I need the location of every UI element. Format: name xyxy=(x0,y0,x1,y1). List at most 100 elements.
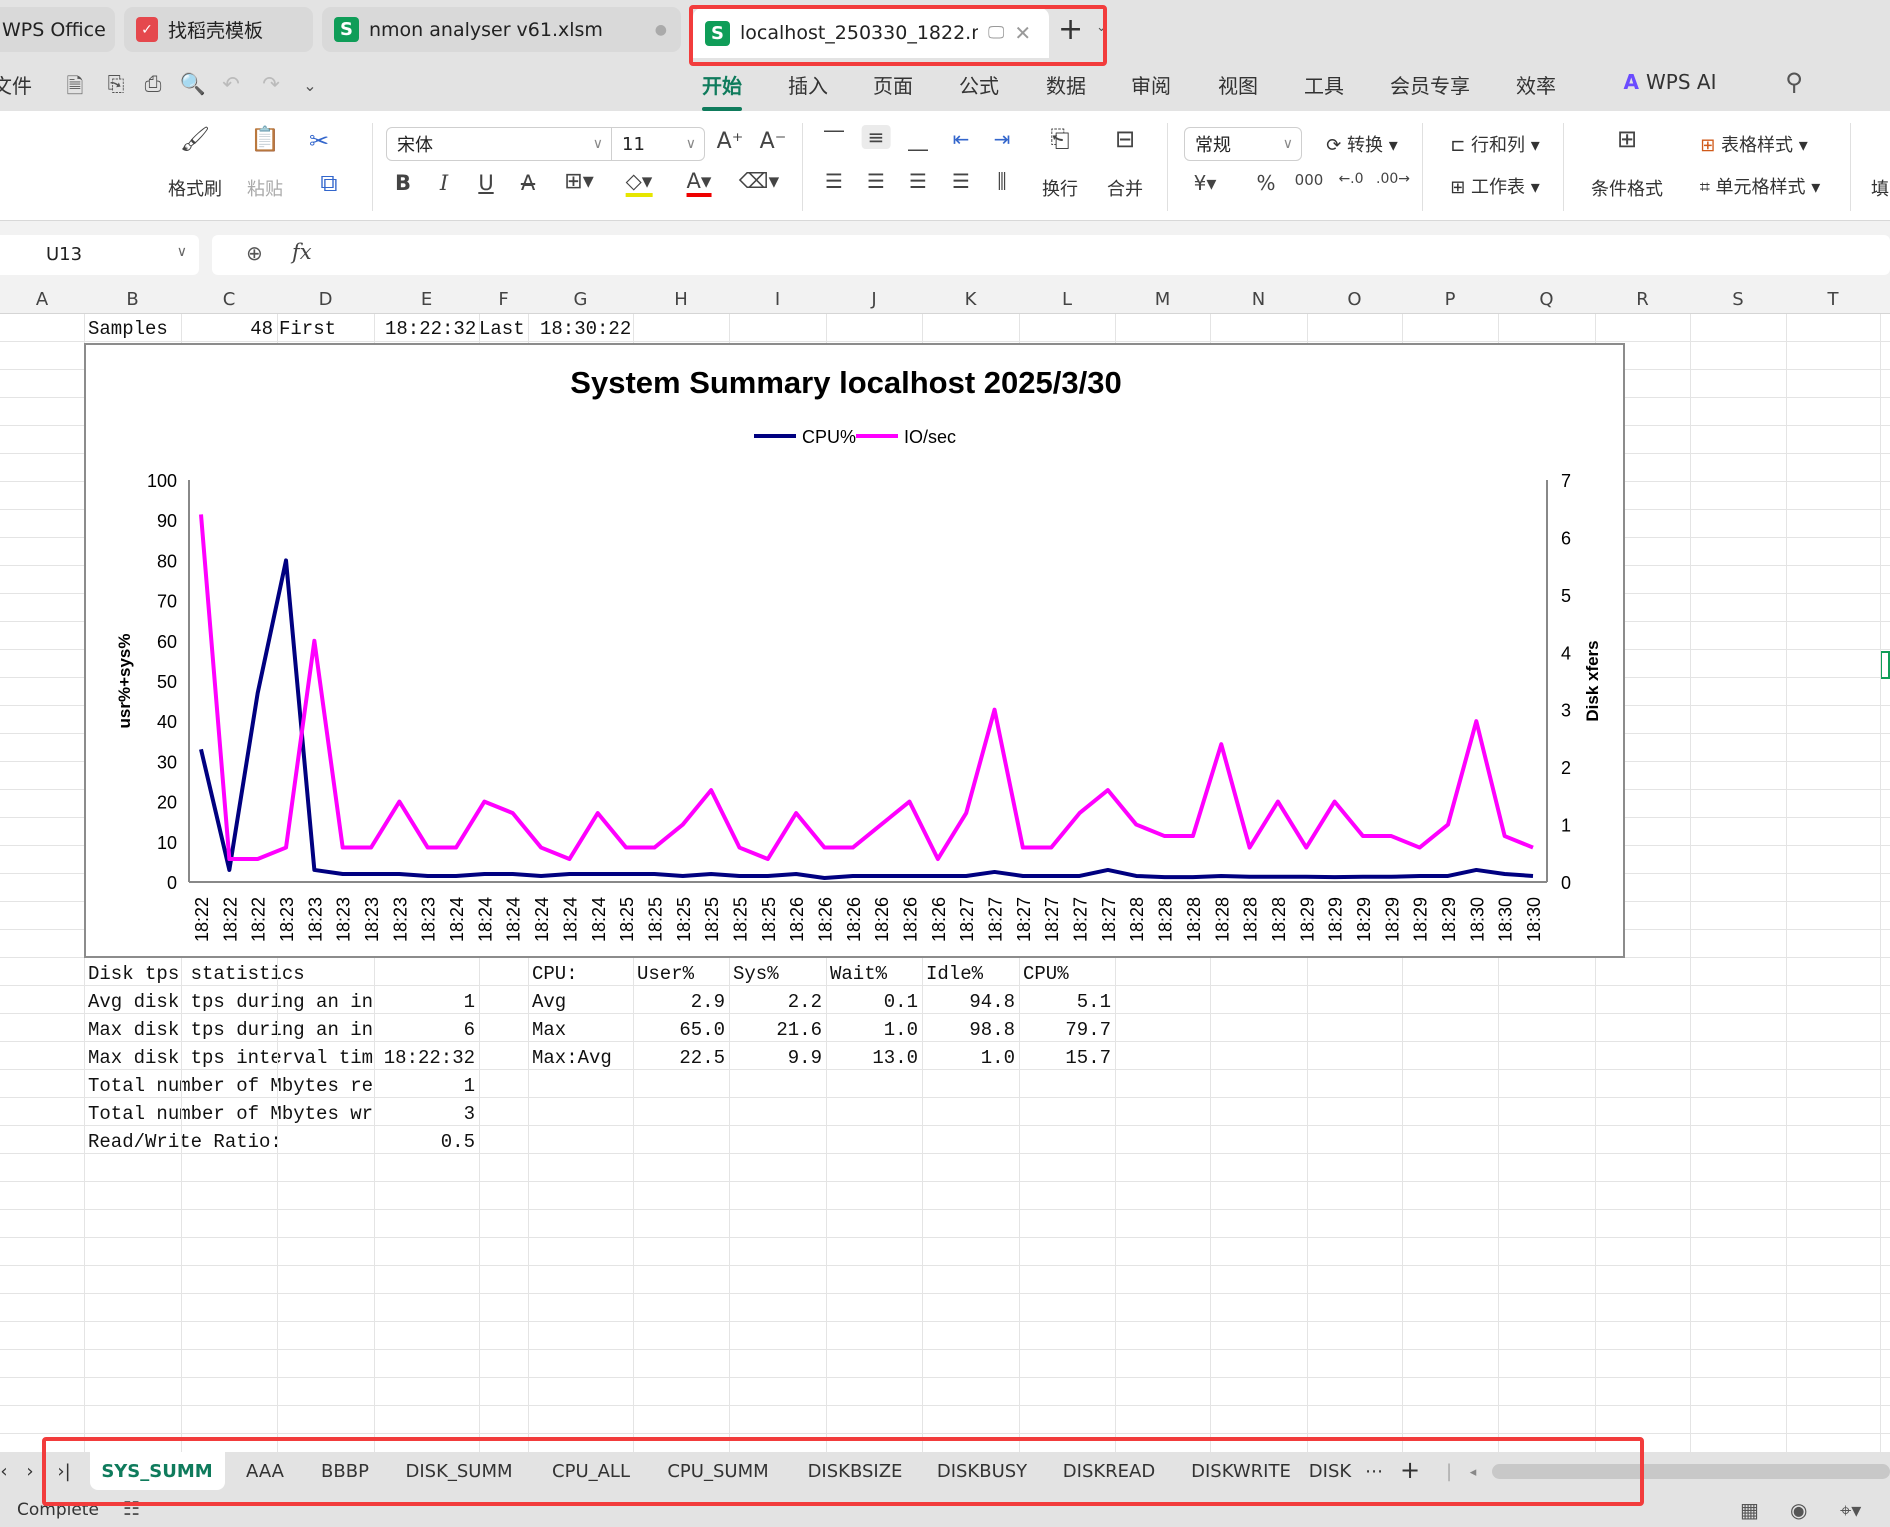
name-box[interactable]: U13 ∨ xyxy=(0,235,199,275)
align-top-icon[interactable]: ⎺ xyxy=(824,127,844,151)
search-icon[interactable]: ⚲ xyxy=(1785,68,1803,96)
paste-icon[interactable]: 📋 xyxy=(250,125,280,153)
prev-sheet-icon[interactable]: ‹ xyxy=(0,1461,8,1482)
sheet-tab-cpu_summ[interactable]: CPU_SUMM xyxy=(667,1461,769,1482)
wps-ai-button[interactable]: A WPS AI xyxy=(1624,70,1717,94)
tab-home[interactable]: 开始 xyxy=(702,70,742,111)
column-header-T[interactable]: T xyxy=(1827,289,1839,310)
chevron-down-icon[interactable]: ⌄ xyxy=(303,76,317,95)
merge-icon[interactable]: ⊟ xyxy=(1114,125,1136,153)
column-header-O[interactable]: O xyxy=(1347,289,1362,310)
monitor-icon[interactable]: 🖵 xyxy=(988,23,1005,43)
cell-style-button[interactable]: ⌗ 单元格样式 ▾ xyxy=(1699,177,1821,198)
column-header-G[interactable]: G xyxy=(573,289,588,310)
align-left-icon[interactable]: ☰ xyxy=(825,169,843,193)
undo-icon[interactable]: ↶ xyxy=(222,72,240,96)
column-header-A[interactable]: A xyxy=(35,289,49,310)
window-tab-wps-office[interactable]: WPS Office xyxy=(0,7,115,52)
tab-formula[interactable]: 公式 xyxy=(959,74,999,98)
tab-member[interactable]: 会员专享 xyxy=(1390,74,1470,98)
increase-font-icon[interactable]: A⁺ xyxy=(716,129,744,154)
tab-efficiency[interactable]: 效率 xyxy=(1516,74,1556,98)
fill-button[interactable]: 填 xyxy=(1871,179,1889,200)
tab-tools[interactable]: 工具 xyxy=(1304,74,1344,98)
strikethrough-icon[interactable]: A xyxy=(520,171,536,195)
decrease-indent-icon[interactable]: ⇤ xyxy=(952,127,970,151)
sheet-tab-disk[interactable]: DISK xyxy=(1308,1461,1352,1482)
tab-view[interactable]: 视图 xyxy=(1218,74,1258,98)
convert-button[interactable]: ⟳ 转换 ▾ xyxy=(1326,135,1398,156)
cut-icon[interactable]: ✂ xyxy=(308,127,330,155)
tab-review[interactable]: 审阅 xyxy=(1131,74,1171,98)
column-header-N[interactable]: N xyxy=(1251,289,1266,310)
tab-page[interactable]: 页面 xyxy=(873,74,913,98)
formula-input[interactable]: ⊕ fx xyxy=(212,235,1890,275)
print-preview-icon[interactable]: 🔍 xyxy=(179,72,207,96)
new-tab-plus-icon[interactable]: + xyxy=(1058,12,1084,47)
more-sheets-icon[interactable]: ⋯ xyxy=(1365,1461,1383,1482)
worksheet-button[interactable]: ⊞ 工作表 ▾ xyxy=(1450,177,1540,198)
borders-icon[interactable]: ⊞▾ xyxy=(564,169,594,194)
redo-icon[interactable]: ↷ xyxy=(262,72,280,96)
export-icon[interactable]: ⎘ xyxy=(107,72,125,96)
window-tab-docer[interactable]: ✓ 找稻壳模板 xyxy=(124,7,313,52)
currency-icon[interactable]: ¥▾ xyxy=(1193,171,1217,195)
format-painter-button[interactable]: 格式刷 xyxy=(168,179,222,200)
sheet-tab-disk_summ[interactable]: DISK_SUMM xyxy=(405,1461,513,1482)
number-format-select[interactable]: 常规 ∨ xyxy=(1184,127,1302,161)
fx-icon[interactable]: fx xyxy=(292,240,312,264)
column-header-E[interactable]: E xyxy=(420,289,433,310)
column-header-M[interactable]: M xyxy=(1154,289,1171,310)
column-header-S[interactable]: S xyxy=(1732,289,1744,310)
paste-button[interactable]: 粘贴 xyxy=(247,179,283,200)
table-style-button[interactable]: ⊞ 表格样式 ▾ xyxy=(1700,135,1808,156)
chevron-down-icon[interactable]: ∨ xyxy=(176,244,187,260)
increase-indent-icon[interactable]: ⇥ xyxy=(993,127,1011,151)
sheet-tab-sys_summ[interactable]: SYS_SUMM xyxy=(101,1461,213,1482)
column-header-J[interactable]: J xyxy=(871,289,877,310)
last-sheet-icon[interactable]: ›| xyxy=(57,1461,71,1482)
sheet-tab-cpu_all[interactable]: CPU_ALL xyxy=(552,1461,630,1482)
wrap-text-icon[interactable]: ⎗ xyxy=(1050,125,1070,153)
system-summary-chart[interactable]: System Summary localhost 2025/3/30 CPU% … xyxy=(84,343,1625,958)
increase-decimal-icon[interactable]: ←.0 xyxy=(1338,171,1364,187)
align-center-icon[interactable]: ☰ xyxy=(867,169,885,193)
percent-icon[interactable]: % xyxy=(1256,171,1276,195)
column-header-K[interactable]: K xyxy=(964,289,977,310)
sheet-tab-diskbusy[interactable]: DISKBUSY xyxy=(936,1461,1028,1482)
macro-record-icon[interactable]: ☷ xyxy=(123,1498,141,1520)
font-color-icon[interactable]: A▾ xyxy=(686,169,712,197)
rows-columns-button[interactable]: ⊏ 行和列 ▾ xyxy=(1450,135,1540,156)
decrease-font-icon[interactable]: A⁻ xyxy=(759,129,787,154)
wrap-text-button[interactable]: 换行 xyxy=(1042,179,1078,200)
tab-insert[interactable]: 插入 xyxy=(788,74,828,98)
sheet-tab-diskbsize[interactable]: DISKBSIZE xyxy=(807,1461,903,1482)
sheet-tab-diskread[interactable]: DISKREAD xyxy=(1062,1461,1156,1482)
tab-data[interactable]: 数据 xyxy=(1046,74,1086,98)
normal-view-icon[interactable]: ▦ xyxy=(1740,1498,1759,1522)
save-icon[interactable]: 🗎 xyxy=(66,74,84,98)
merge-button[interactable]: 合并 xyxy=(1107,179,1143,200)
column-header-C[interactable]: C xyxy=(222,289,236,310)
column-header-B[interactable]: B xyxy=(126,289,139,310)
copy-icon[interactable]: ⧉ xyxy=(320,169,338,197)
chevron-down-icon[interactable]: ⌄ xyxy=(1096,20,1107,35)
conditional-format-button[interactable]: 条件格式 xyxy=(1591,179,1663,200)
align-middle-icon[interactable]: ≡ xyxy=(861,125,891,149)
scroll-left-icon[interactable]: ◂ xyxy=(1469,1465,1477,1480)
sheet-tab-diskwrite[interactable]: DISKWRITE xyxy=(1191,1461,1291,1482)
font-size-select[interactable]: 11 ∨ xyxy=(611,127,705,161)
column-header-P[interactable]: P xyxy=(1444,289,1456,310)
column-header-Q[interactable]: Q xyxy=(1539,289,1554,310)
column-header-L[interactable]: L xyxy=(1061,289,1073,310)
file-menu[interactable]: 文件 xyxy=(0,74,32,98)
align-right-icon[interactable]: ☰ xyxy=(909,169,927,193)
font-name-select[interactable]: 宋体 ∨ xyxy=(386,127,612,161)
align-bottom-icon[interactable]: ⎽ xyxy=(908,127,928,151)
column-header-D[interactable]: D xyxy=(318,289,333,310)
thousands-icon[interactable]: 000 xyxy=(1294,171,1324,189)
column-header-H[interactable]: H xyxy=(674,289,688,310)
conditional-format-icon[interactable]: ⊞ xyxy=(1616,125,1638,153)
